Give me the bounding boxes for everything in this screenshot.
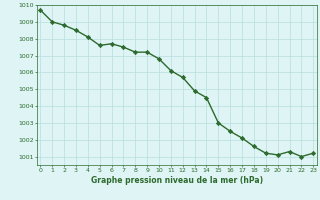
X-axis label: Graphe pression niveau de la mer (hPa): Graphe pression niveau de la mer (hPa) xyxy=(91,176,263,185)
